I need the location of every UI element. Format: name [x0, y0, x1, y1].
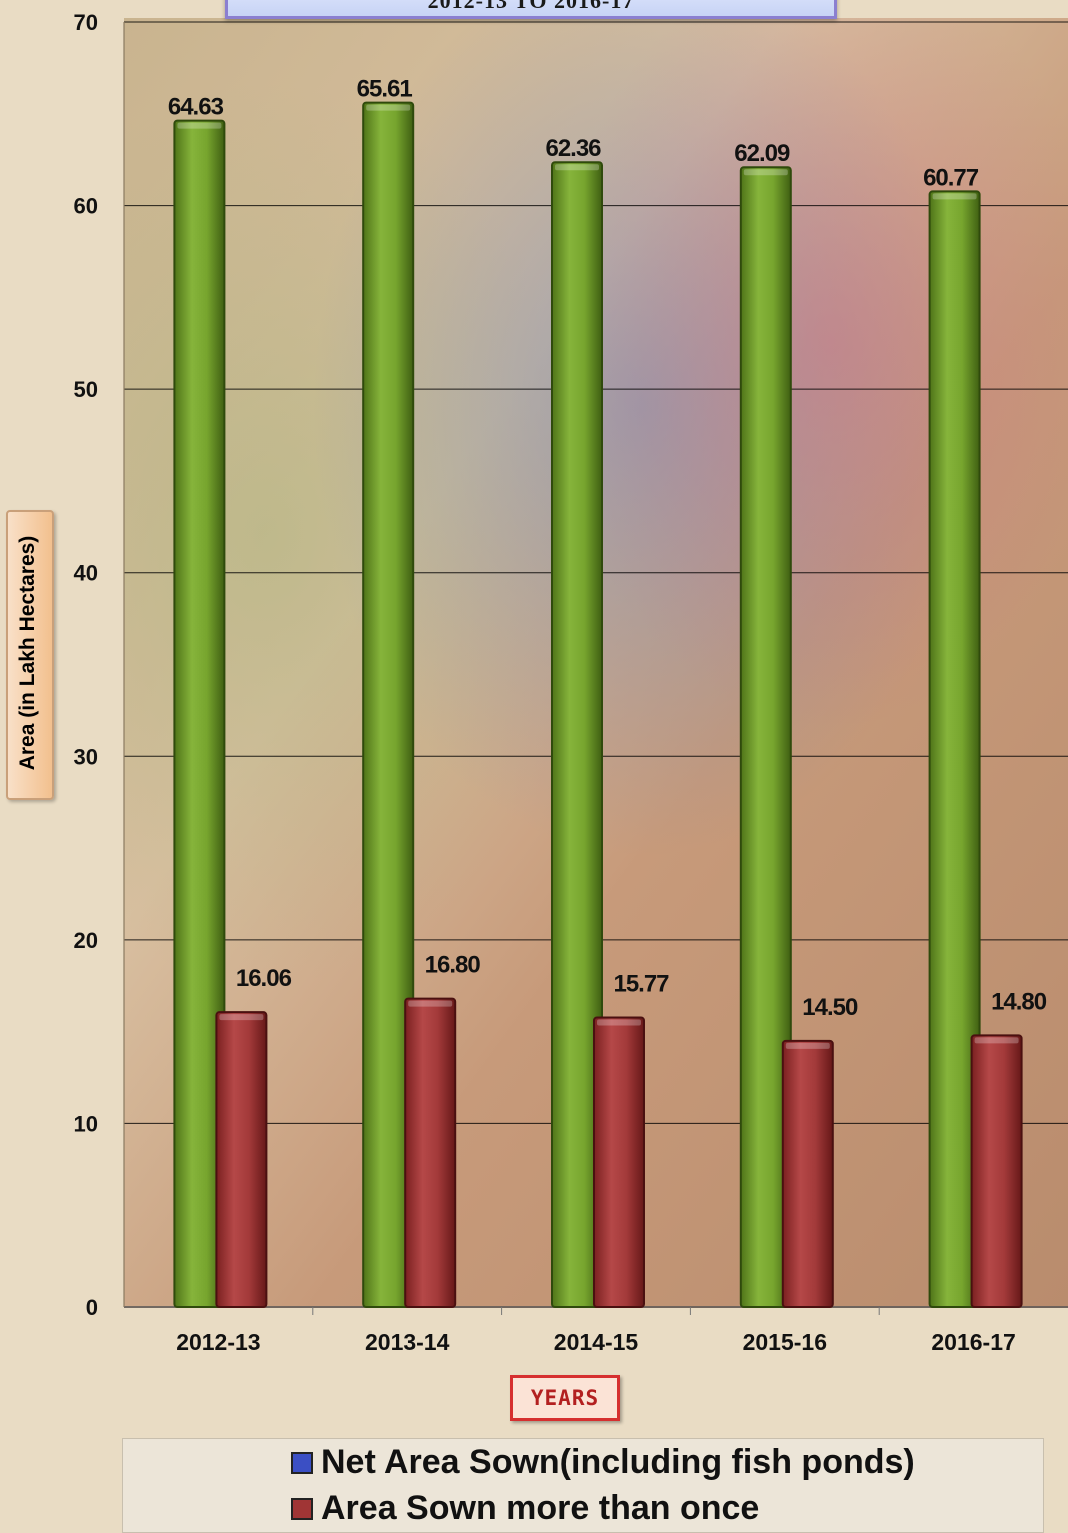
legend-item-net-area: Net Area Sown(including fish ponds) — [291, 1443, 915, 1482]
net-area-value-label: 64.63 — [168, 94, 224, 121]
area-more-than-once-value-label: 16.06 — [236, 965, 292, 992]
legend: Net Area Sown(including fish ponds) Area… — [122, 1438, 1044, 1533]
net-area-bar-highlight — [366, 104, 411, 111]
y-axis-label-box — [6, 510, 54, 800]
x-tick-label: 2013-14 — [365, 1329, 450, 1355]
area-more-than-once-bar — [970, 1034, 1023, 1309]
area-more-than-once-bar-highlight — [974, 1037, 1019, 1044]
x-tick-label: 2016-17 — [931, 1329, 1015, 1355]
chart-title: 2012-13 TO 2016-17 — [427, 0, 635, 13]
legend-swatch-area-more-than-once — [291, 1497, 313, 1520]
area-more-than-once-bar — [781, 1039, 834, 1308]
net-area-bar-highlight — [743, 169, 788, 176]
net-area-value-label: 62.09 — [734, 140, 790, 167]
legend-swatch-net-area — [291, 1451, 313, 1474]
net-area-bar — [173, 119, 226, 1308]
y-tick-label: 60 — [74, 194, 98, 219]
x-axis-label-box: YEARS — [510, 1375, 620, 1421]
area-more-than-once-value-label: 14.80 — [991, 988, 1047, 1015]
legend-label-area-more-than-once: Area Sown more than once — [321, 1489, 760, 1527]
net-area-bar-highlight — [932, 193, 977, 200]
net-area-bar — [551, 161, 603, 1309]
net-area-bar — [362, 101, 415, 1308]
y-tick-label: 40 — [74, 561, 98, 586]
x-tick-label: 2014-15 — [554, 1329, 639, 1355]
y-tick-label: 50 — [74, 377, 98, 402]
area-more-than-once-bar — [215, 1011, 268, 1308]
x-tick-label: 2015-16 — [743, 1329, 827, 1355]
area-more-than-once-value-label: 16.80 — [425, 952, 481, 979]
net-area-bar-highlight — [555, 164, 599, 171]
net-area-value-label: 65.61 — [357, 76, 413, 103]
y-tick-label: 10 — [74, 1111, 98, 1136]
area-more-than-once-bar-highlight — [408, 1000, 453, 1007]
y-tick-label: 30 — [74, 744, 98, 769]
area-more-than-once-value-label: 15.77 — [613, 971, 669, 998]
area-more-than-once-bar-highlight — [785, 1042, 830, 1049]
chart-title-box: 2012-13 TO 2016-17 — [225, 0, 837, 19]
legend-item-area-more-than-once: Area Sown more than once — [291, 1489, 759, 1528]
area-more-than-once-bar-highlight — [219, 1014, 264, 1021]
y-tick-label: 0 — [86, 1295, 98, 1320]
net-area-bar-highlight — [177, 122, 222, 129]
y-tick-label: 70 — [74, 10, 98, 35]
area-more-than-once-value-label: 14.50 — [802, 994, 858, 1021]
y-tick-label: 20 — [74, 928, 98, 953]
net-area-value-label: 62.36 — [545, 135, 601, 162]
area-more-than-once-bar — [404, 997, 457, 1308]
net-area-bar — [928, 190, 981, 1309]
legend-label-net-area: Net Area Sown(including fish ponds) — [321, 1443, 915, 1481]
net-area-bar — [739, 166, 792, 1309]
area-more-than-once-bar — [593, 1016, 645, 1309]
y-axis-label: Area (in Lakh Hectares) — [16, 535, 39, 771]
area-more-than-once-bar-highlight — [597, 1019, 641, 1026]
x-axis-label: YEARS — [530, 1386, 600, 1410]
x-tick-label: 2012-13 — [176, 1329, 260, 1355]
net-area-value-label: 60.77 — [923, 164, 979, 191]
